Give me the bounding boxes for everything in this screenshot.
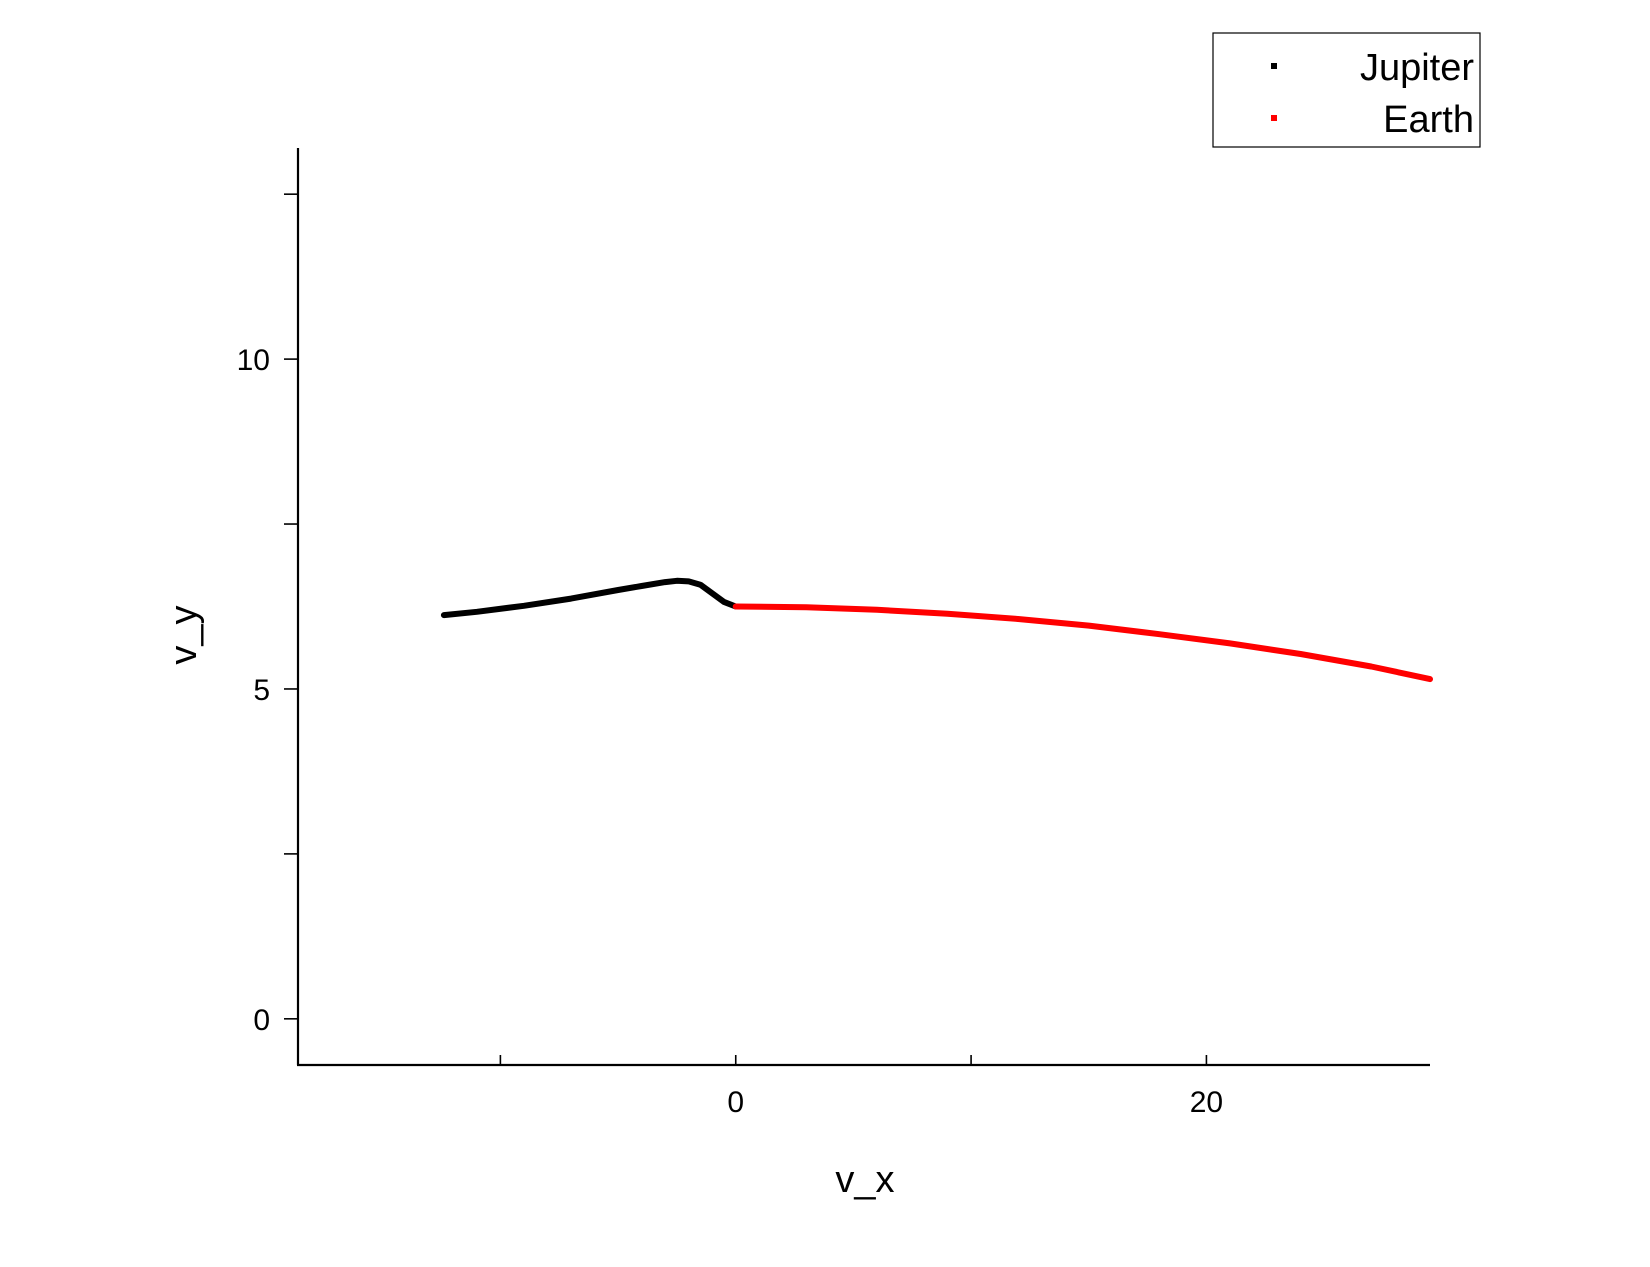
x-tick-label: 20 [1190,1086,1223,1119]
y-tick-label: 10 [237,344,270,377]
series-line-earth [732,603,1433,683]
y-tick-label: 0 [253,1004,270,1037]
legend-box [1212,32,1481,148]
legend-items: Jupiter Earth [1271,47,1474,141]
legend-label-jupiter: Jupiter [1360,47,1474,89]
legend-label-earth: Earth [1383,99,1474,141]
legend: Jupiter Earth [1212,32,1481,148]
series-layer [440,577,1433,683]
legend-marker-earth [1271,115,1277,121]
legend-marker-jupiter [1271,63,1277,69]
axes-layer [296,148,1430,1067]
y-tick-label: 5 [253,674,270,707]
x-tick-label: 0 [727,1086,744,1119]
series-line-jupiter [440,577,739,619]
ticks-layer: 0 20 0 5 10 [237,193,1223,1119]
y-axis-title: v_y [163,605,205,664]
x-axis-title: v_x [835,1159,894,1201]
